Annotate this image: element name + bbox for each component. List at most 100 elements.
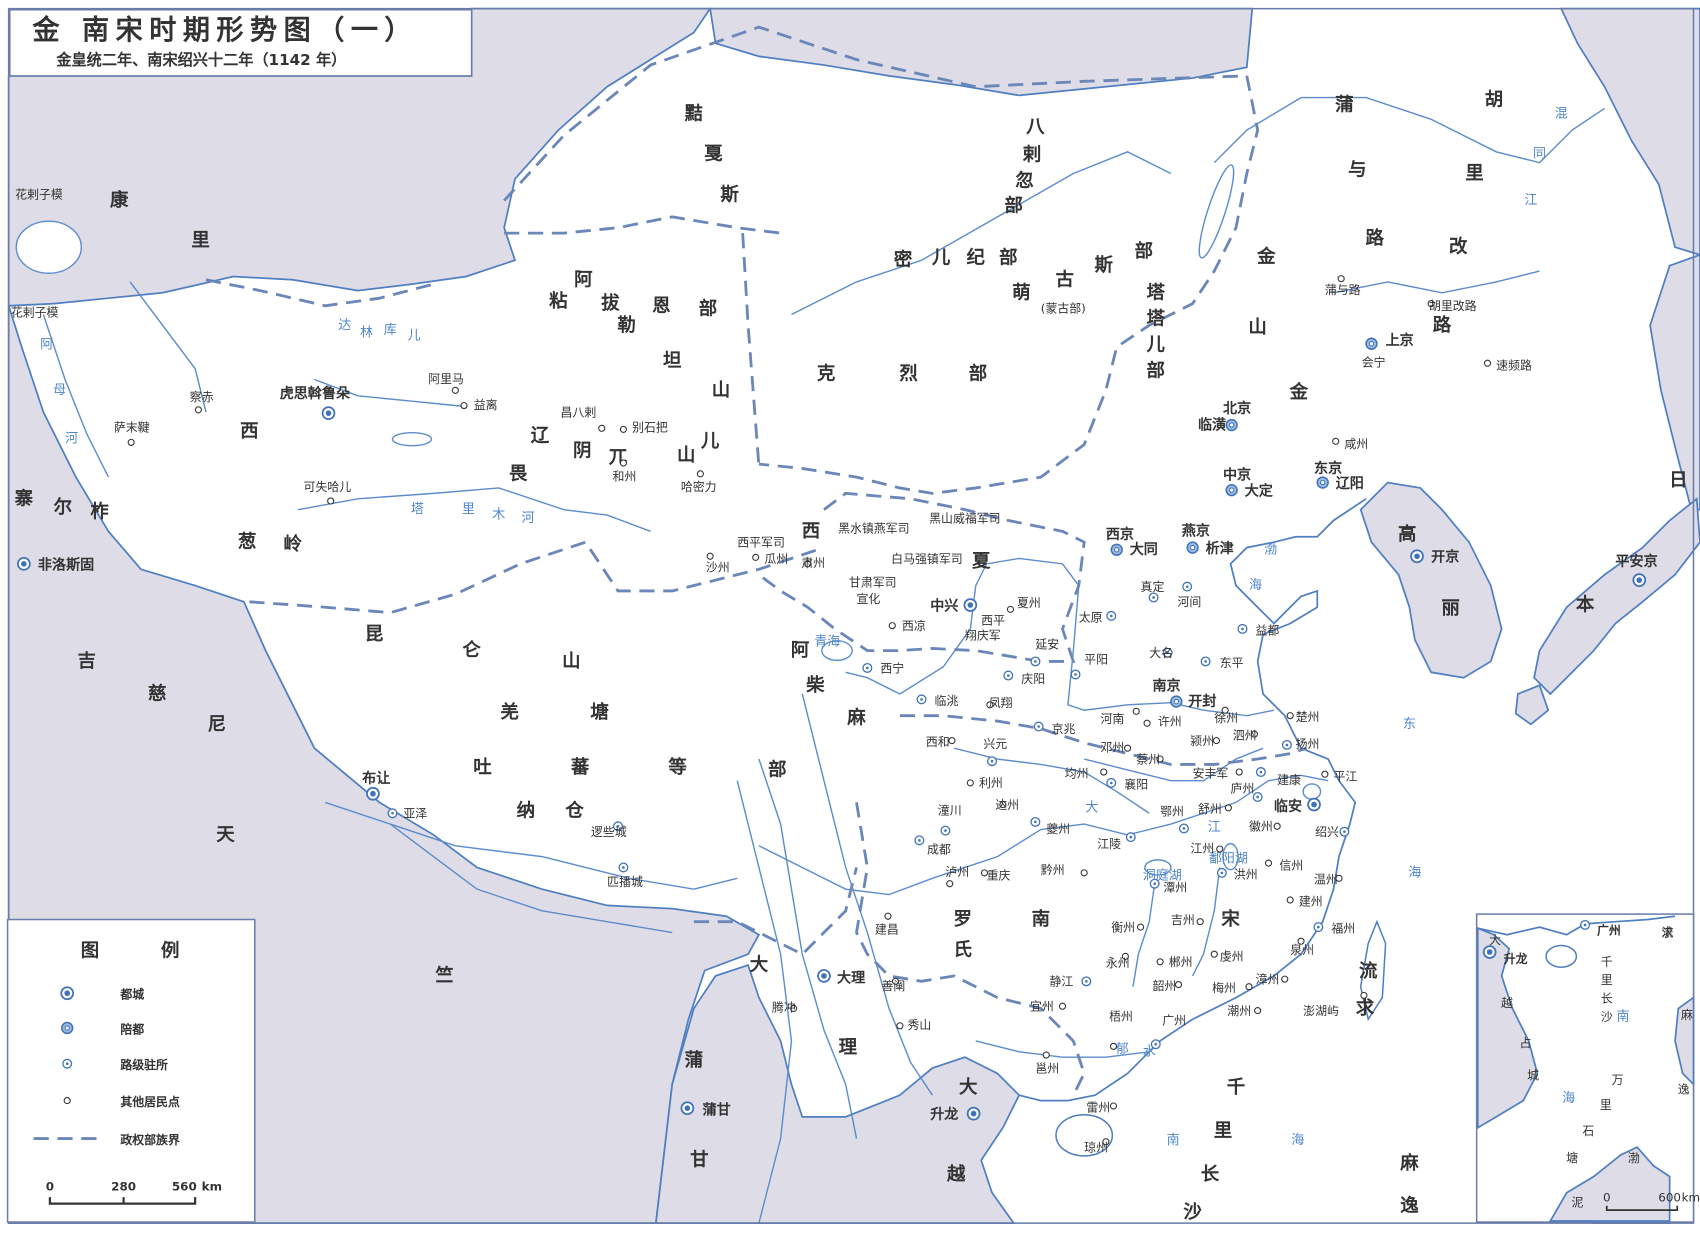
- settlement-symbol-icon: [63, 1097, 71, 1105]
- land-japan: [1533, 497, 1700, 696]
- route-symbol-icon: [1200, 656, 1211, 667]
- legend-item-label: 路级驻所: [120, 1058, 168, 1072]
- settlement-symbol-icon: [884, 912, 892, 920]
- river-salween: [736, 780, 793, 1224]
- settlement-symbol-icon: [460, 401, 468, 410]
- region-label: 金: [1289, 381, 1309, 403]
- settlement-symbol-icon: [1245, 983, 1253, 991]
- settlement-symbol-icon: [1337, 275, 1345, 283]
- place-label: 西和: [926, 735, 950, 749]
- place-label: 梧州: [1109, 1009, 1133, 1023]
- place-label: 肃州: [801, 556, 825, 570]
- map-text-label: 黑水镇燕军司: [838, 521, 909, 535]
- river-brahmaputra: [390, 823, 738, 890]
- settlement-symbol-icon: [1156, 958, 1164, 966]
- place-label: 利州: [979, 776, 1003, 790]
- place-settlement: 胡里改路: [1427, 299, 1477, 313]
- river-mekong: [758, 758, 858, 1139]
- route-symbol-icon: [612, 821, 623, 832]
- secondary-symbol-icon: [1110, 543, 1123, 556]
- settlement-symbol-icon: [1297, 937, 1305, 945]
- legend-item-settlement: 其他居民点: [63, 1095, 180, 1109]
- place-label: 江州: [1190, 841, 1214, 855]
- map-text-label: 南京: [1152, 678, 1180, 695]
- place-settlement: 均州: [1065, 766, 1108, 780]
- place-label: 太原: [1079, 610, 1103, 624]
- place-settlement: 雷州: [1086, 1100, 1118, 1114]
- route-symbol-icon: [1070, 669, 1081, 680]
- settlement-symbol-icon: [1335, 874, 1343, 882]
- land-northeast: [1559, 7, 1700, 256]
- place-label: 邓州: [1100, 740, 1124, 754]
- place-settlement: 蔡州: [1136, 752, 1164, 766]
- place-label: 庆阳: [1021, 672, 1045, 686]
- map-text-label: 黑山威福军司: [929, 512, 1000, 526]
- place-settlement: 信州: [1264, 859, 1303, 873]
- place-label: 澎湖屿: [1303, 1004, 1339, 1018]
- capital-symbol-icon: [17, 557, 31, 571]
- water-label: 青海: [814, 634, 840, 649]
- settlement-symbol-icon: [619, 459, 627, 467]
- map-text-label: 东京: [1314, 460, 1342, 477]
- settlement-symbol-icon: [1143, 719, 1151, 727]
- place-label: 析津: [1206, 540, 1234, 557]
- settlement-symbol-icon: [966, 779, 974, 787]
- place-label: 徽州: [1249, 820, 1273, 834]
- place-label: 虎思斡鲁朵: [280, 385, 351, 402]
- place-label: 和州: [613, 469, 637, 483]
- place-settlement: 阿里马: [428, 372, 464, 394]
- settlement-symbol-icon: [1321, 770, 1329, 778]
- capital-symbol-icon: [1632, 573, 1647, 587]
- place-secondary: 析津: [1186, 540, 1234, 557]
- place-label: 瓜州: [764, 552, 788, 566]
- route-symbol-icon: [1150, 1039, 1161, 1050]
- place-route: 扬州: [1281, 737, 1319, 751]
- legend-item-label: 政权部族界: [120, 1133, 180, 1147]
- settlement-symbol-icon: [1136, 923, 1145, 931]
- place-capital: 非洛斯固: [17, 556, 94, 573]
- route-symbol-icon: [1030, 816, 1041, 827]
- place-settlement: 泗州: [1233, 729, 1258, 743]
- route-symbol-icon: [1033, 721, 1044, 732]
- place-settlement: 秀山: [896, 1018, 931, 1032]
- settlement-symbol-icon: [1080, 869, 1088, 877]
- legend-heading-1: 图: [81, 940, 99, 961]
- place-label: 西宁: [880, 661, 904, 675]
- title-box: 金 南宋时期形势图（一） 金皇统二年、南宋绍兴十二年（1142 年）: [8, 9, 473, 77]
- place-settlement: 泸州: [945, 865, 969, 888]
- inset-coast-china: [1477, 915, 1676, 936]
- map-text-label: 北京: [1223, 400, 1251, 417]
- legend-item-label: 陪都: [120, 1022, 144, 1036]
- inset-land-philippines: [1674, 995, 1695, 1087]
- place-settlement: 吉州: [1171, 913, 1204, 927]
- place-label: 上京: [1386, 332, 1414, 349]
- place-label: 绍兴: [1315, 825, 1339, 839]
- map-text-label: 会宁: [1362, 356, 1386, 370]
- place-label: 徐州: [1214, 711, 1238, 725]
- land-north-strip: [709, 7, 1254, 97]
- inset-island-hainan: [1545, 944, 1578, 968]
- river-tarim: [298, 487, 651, 532]
- place-settlement: 漳州: [1255, 972, 1289, 986]
- settlement-symbol-icon: [790, 1004, 798, 1013]
- place-label: 均州: [1065, 766, 1089, 780]
- settlement-symbol-icon: [946, 880, 954, 888]
- settlement-symbol-icon: [804, 560, 812, 568]
- place-label: 夏州: [1017, 596, 1041, 610]
- place-label: 庐州: [1231, 782, 1255, 796]
- place-label: 广州: [1162, 1014, 1186, 1028]
- map-text-label: 翔庆军: [965, 629, 1001, 643]
- route-symbol-icon: [1030, 656, 1041, 667]
- inset-place-label: 广州: [1597, 924, 1621, 938]
- place-label: 河间: [1177, 595, 1201, 609]
- place-route: 潼川: [938, 803, 962, 836]
- secondary-symbol-icon: [1316, 476, 1329, 489]
- place-label: 泗州: [1233, 729, 1257, 743]
- map-subtitle: 金皇统二年、南宋绍兴十二年（1142 年）: [55, 51, 346, 69]
- settlement-symbol-icon: [1360, 991, 1368, 1000]
- settlement-symbol-icon: [1132, 707, 1140, 715]
- place-label: 阿里马: [428, 372, 464, 386]
- place-settlement: 腾冲: [772, 1001, 798, 1015]
